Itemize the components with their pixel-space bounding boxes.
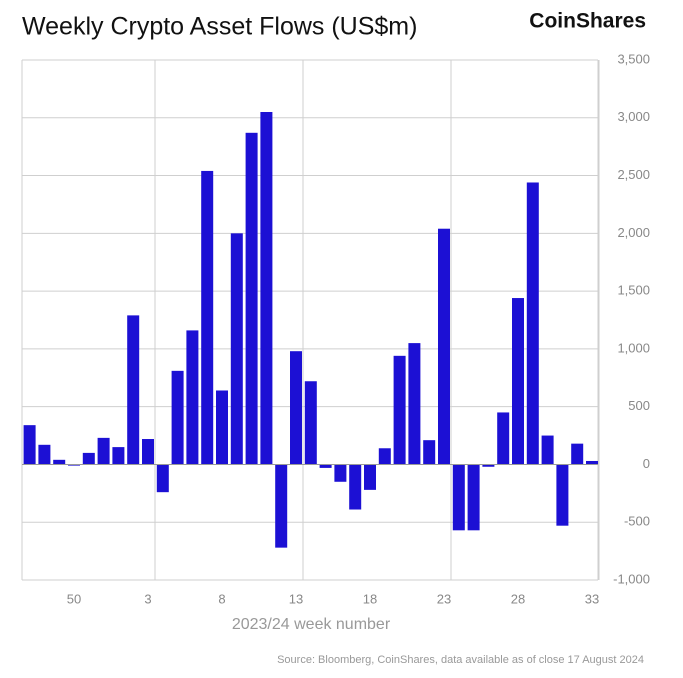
- bar: [408, 343, 421, 465]
- bar: [68, 464, 80, 466]
- bar: [260, 112, 273, 465]
- x-tick-label: 8: [218, 591, 225, 606]
- y-tick-label: 2,000: [617, 225, 650, 240]
- y-tick-label: 500: [628, 398, 650, 413]
- bar: [230, 233, 243, 465]
- bar: [82, 452, 95, 465]
- x-tick-label: 3: [144, 591, 151, 606]
- bar: [571, 443, 584, 465]
- x-tick-label: 13: [289, 591, 303, 606]
- bar: [112, 447, 125, 465]
- bar: [423, 440, 436, 465]
- bar: [127, 315, 140, 465]
- bar: [290, 351, 302, 465]
- bar: [156, 464, 169, 493]
- x-tick-label: 33: [585, 591, 599, 606]
- x-tick-label: 28: [511, 591, 525, 606]
- brand-logo: CoinShares: [529, 10, 646, 33]
- x-tick-label: 50: [67, 591, 81, 606]
- bar: [186, 330, 199, 465]
- x-tick-label: 23: [437, 591, 451, 606]
- bar: [364, 464, 376, 490]
- bar: [334, 464, 347, 482]
- bar: [438, 228, 450, 465]
- bar: [142, 439, 154, 465]
- bar: [512, 298, 524, 465]
- y-tick-label: 1,500: [617, 283, 650, 298]
- bar: [304, 381, 317, 465]
- bar: [275, 464, 288, 548]
- bar: [23, 425, 36, 465]
- source-note: Source: Bloomberg, CoinShares, data avai…: [277, 654, 644, 666]
- y-tick-label: 3,000: [617, 109, 650, 124]
- bar: [171, 370, 184, 465]
- y-tick-label: 1,000: [617, 340, 650, 355]
- y-tick-label: 0: [643, 456, 650, 471]
- x-axis-label: 2023/24 week number: [232, 616, 391, 633]
- bar: [541, 435, 554, 465]
- bar: [378, 448, 391, 465]
- bar: [482, 464, 495, 467]
- bar: [245, 132, 258, 465]
- bar: [556, 464, 569, 526]
- bar: [586, 460, 598, 465]
- bar: [526, 182, 539, 465]
- bar: [53, 459, 66, 465]
- bar: [497, 412, 510, 465]
- y-tick-label: -500: [624, 514, 650, 529]
- y-tick-label: 2,500: [617, 167, 650, 182]
- bar: [452, 464, 465, 531]
- chart-title: Weekly Crypto Asset Flows (US$m): [22, 13, 417, 41]
- bar: [393, 355, 406, 465]
- bar: [216, 390, 228, 465]
- bar: [349, 464, 362, 510]
- bar: [201, 170, 214, 465]
- x-tick-label: 18: [363, 591, 377, 606]
- y-tick-label: -1,000: [613, 571, 650, 586]
- bar: [467, 464, 480, 531]
- bar: [38, 444, 51, 465]
- bar: [97, 437, 110, 465]
- bar: [319, 464, 332, 468]
- y-tick-label: 3,500: [617, 51, 650, 66]
